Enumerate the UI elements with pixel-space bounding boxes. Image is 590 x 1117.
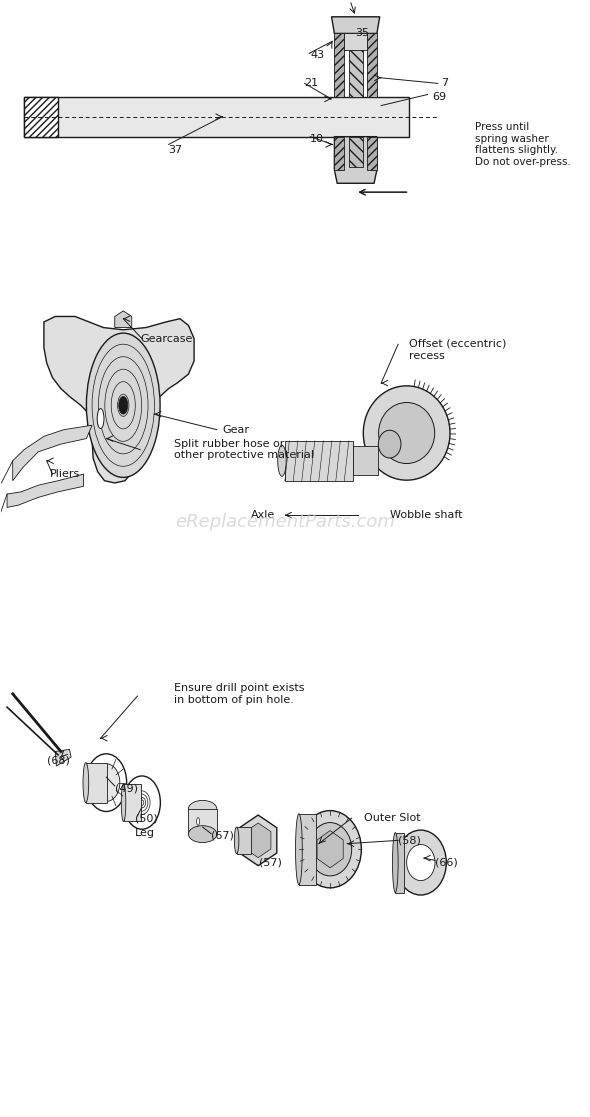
Polygon shape [367,136,377,170]
Polygon shape [345,34,367,50]
Polygon shape [24,97,58,136]
Ellipse shape [296,814,302,885]
Polygon shape [13,426,92,480]
Polygon shape [44,316,194,483]
Polygon shape [114,311,132,327]
Text: 69: 69 [432,92,446,102]
Ellipse shape [86,754,127,811]
Polygon shape [24,97,409,136]
Polygon shape [335,34,345,97]
Text: (49): (49) [114,783,137,793]
Circle shape [119,397,128,414]
Circle shape [86,333,160,477]
Polygon shape [86,763,107,803]
Ellipse shape [122,784,126,821]
Ellipse shape [379,402,435,464]
Ellipse shape [309,822,352,876]
Polygon shape [188,809,217,834]
Ellipse shape [196,818,199,825]
Text: (58): (58) [398,836,421,846]
Ellipse shape [93,764,120,802]
Ellipse shape [407,844,435,880]
Ellipse shape [299,811,361,888]
Polygon shape [240,815,277,866]
Polygon shape [245,823,271,858]
Polygon shape [237,827,251,853]
Text: Gearcase: Gearcase [140,334,192,344]
Text: Leg: Leg [135,828,155,838]
Ellipse shape [278,446,286,476]
Ellipse shape [123,776,160,829]
Polygon shape [335,136,377,183]
Ellipse shape [188,801,217,818]
Text: (50): (50) [135,813,158,823]
Ellipse shape [378,430,401,458]
Polygon shape [55,750,71,766]
Text: Wobble shaft: Wobble shaft [389,510,462,521]
Text: Ensure drill point exists
in bottom of pin hole.: Ensure drill point exists in bottom of p… [174,682,305,705]
Polygon shape [332,17,380,34]
Text: (57): (57) [259,858,282,868]
Text: (67): (67) [211,831,234,841]
Ellipse shape [97,409,104,429]
Text: 7: 7 [441,78,448,88]
Polygon shape [395,832,404,892]
Ellipse shape [395,830,446,895]
Polygon shape [335,136,345,170]
Text: 43: 43 [310,49,325,59]
Polygon shape [353,447,378,475]
Polygon shape [285,441,353,480]
Ellipse shape [83,763,88,803]
Polygon shape [317,831,343,868]
Text: Offset (eccentric)
recess: Offset (eccentric) recess [409,338,507,361]
Polygon shape [367,34,377,97]
Text: (66): (66) [435,858,458,868]
Ellipse shape [392,832,398,892]
Ellipse shape [363,385,450,480]
Ellipse shape [188,825,217,842]
Polygon shape [299,814,316,885]
Polygon shape [123,784,140,821]
Text: Gear: Gear [222,424,250,435]
Polygon shape [349,136,363,166]
Polygon shape [7,474,84,507]
Text: Outer Slot: Outer Slot [364,813,421,823]
Text: Press until
spring washer
flattens slightly.
Do not over-press.: Press until spring washer flattens sligh… [475,122,571,166]
Text: 35: 35 [356,28,369,38]
Text: eReplacementParts.com: eReplacementParts.com [175,513,395,531]
Text: 21: 21 [304,78,319,88]
Text: 37: 37 [169,145,183,155]
Text: Pliers: Pliers [50,469,80,479]
Ellipse shape [234,827,239,853]
Text: (68): (68) [47,755,70,765]
Text: Split rubber hose or
other protective material: Split rubber hose or other protective ma… [174,439,314,460]
Text: Axle: Axle [251,510,275,521]
Text: 10: 10 [310,134,325,144]
Polygon shape [349,50,363,97]
